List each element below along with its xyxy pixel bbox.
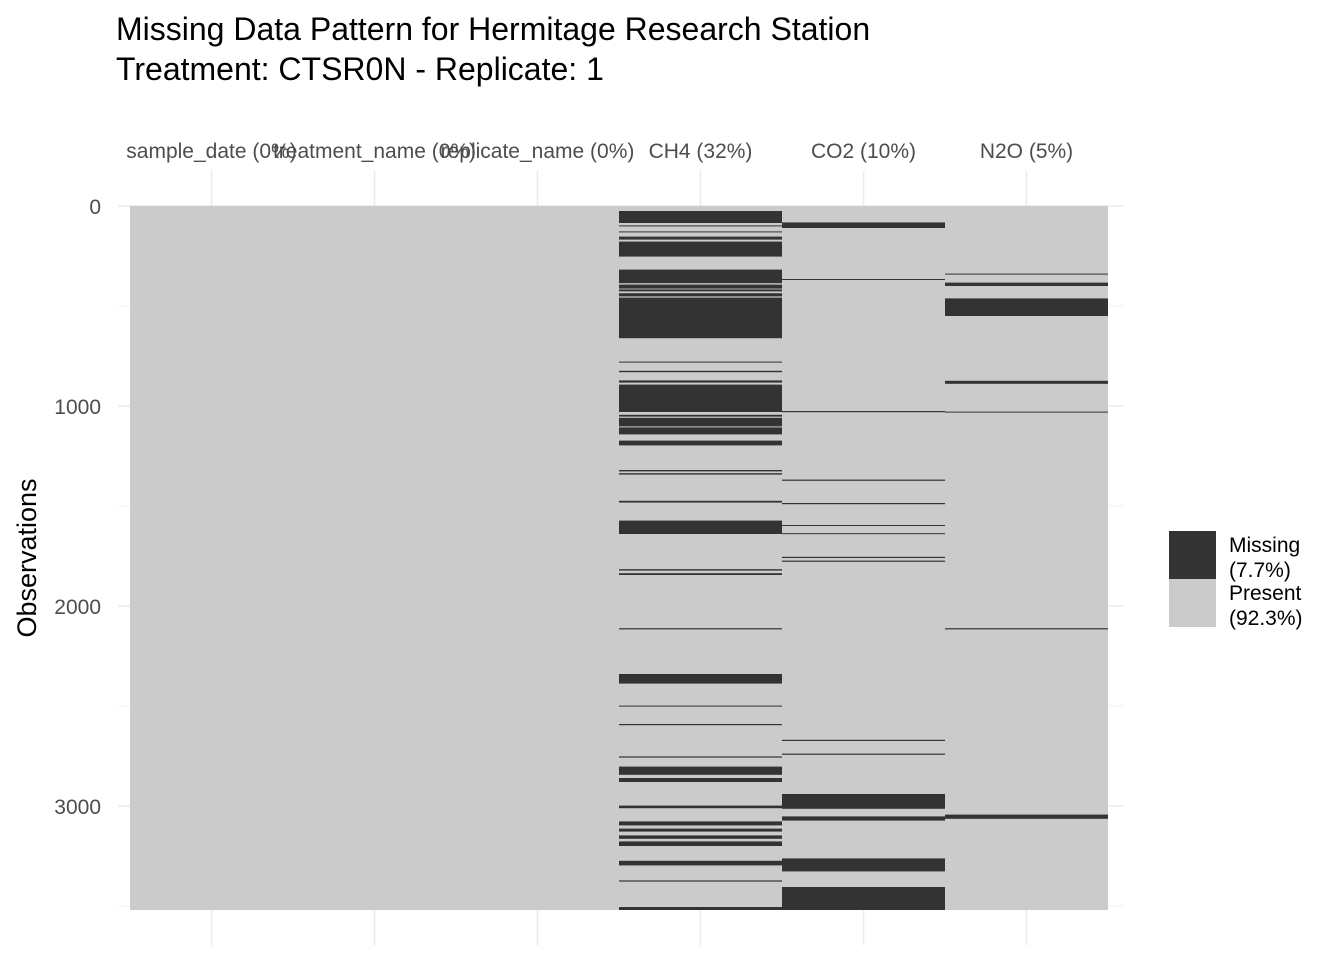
plot-area <box>130 206 1108 910</box>
missing-segment <box>782 887 945 910</box>
missing-segment <box>619 417 782 427</box>
column-label: CH4 (32%) <box>649 140 753 163</box>
present-tile <box>945 206 1108 910</box>
missing-segment <box>619 705 782 707</box>
y-tick-label: 3000 <box>54 796 101 819</box>
missing-segment <box>782 479 945 481</box>
missing-segment <box>619 828 782 832</box>
missing-segment <box>945 411 1108 413</box>
y-tick-label: 0 <box>89 196 101 219</box>
missing-segment <box>619 269 782 284</box>
missing-segment <box>619 440 782 446</box>
missing-segment <box>619 835 782 839</box>
chart-subtitle: Treatment: CTSR0N - Replicate: 1 <box>116 51 604 87</box>
present-tile <box>130 206 293 910</box>
missing-segment <box>619 569 782 571</box>
missing-segment <box>782 794 945 809</box>
column-label: CO2 (10%) <box>811 140 916 163</box>
missing-segment <box>619 384 782 412</box>
missing-segment <box>782 411 945 413</box>
missing-segment <box>619 907 782 910</box>
missing-segment <box>619 236 782 240</box>
missing-segment <box>619 766 782 775</box>
missing-segment <box>782 753 945 755</box>
missing-segment <box>619 241 782 257</box>
missing-segment <box>619 821 782 826</box>
missing-segment <box>619 370 782 373</box>
missing-segment <box>619 289 782 292</box>
column-label: replicate_name (0%) <box>441 140 635 163</box>
missing-segment <box>945 814 1108 819</box>
missing-segment <box>619 778 782 782</box>
legend-label-present: Present (92.3%) <box>1229 582 1303 630</box>
column-label: sample_date (0%) <box>126 140 296 163</box>
missing-segment <box>619 520 782 534</box>
missing-segment <box>619 880 782 882</box>
missing-segment <box>619 380 782 383</box>
missing-segment <box>782 739 945 741</box>
missing-segment <box>619 628 782 630</box>
missing-segment <box>619 284 782 289</box>
missing-segment <box>619 211 782 223</box>
missing-segment <box>619 573 782 575</box>
missing-segment <box>619 473 782 475</box>
legend-key-present <box>1169 579 1216 627</box>
missing-segment <box>619 231 782 233</box>
chart-title: Missing Data Pattern for Hermitage Resea… <box>116 11 871 47</box>
missing-segment <box>945 273 1108 275</box>
missing-segment <box>619 500 782 503</box>
missing-segment <box>945 298 1108 316</box>
y-axis-title: Observations <box>12 478 42 637</box>
missing-segment <box>619 470 782 472</box>
missing-segment <box>619 756 782 758</box>
missing-segment <box>619 674 782 684</box>
legend-key-missing <box>1169 531 1216 579</box>
legend-label-missing: Missing (7.7%) <box>1229 534 1300 582</box>
missing-segment <box>782 222 945 228</box>
missing-segment <box>619 297 782 339</box>
present-tile <box>456 206 619 910</box>
missing-segment <box>945 380 1108 384</box>
missing-segment <box>619 724 782 726</box>
legend: Missing (7.7%)Present (92.3%) <box>1169 531 1303 630</box>
missing-segment <box>945 628 1108 630</box>
missing-segment <box>619 225 782 227</box>
missing-segment <box>782 525 945 526</box>
missing-segment <box>619 841 782 846</box>
column-label: treatment_name (0%) <box>273 140 476 163</box>
column-labels: sample_date (0%)treatment_name (0%)repli… <box>126 140 1073 163</box>
missing-segment <box>619 414 782 417</box>
missing-segment <box>782 503 945 505</box>
present-tile <box>293 206 456 910</box>
missing-segment <box>782 816 945 821</box>
missing-segment <box>945 282 1108 286</box>
missing-segment <box>619 293 782 297</box>
missing-segment <box>782 556 945 558</box>
missing-segment <box>782 279 945 280</box>
missing-segment <box>782 560 945 562</box>
y-tick-label: 2000 <box>54 596 101 619</box>
missing-segment <box>619 860 782 866</box>
y-tick-label: 1000 <box>54 396 101 419</box>
missing-segment <box>619 805 782 809</box>
y-axis: 0 1000 2000 3000 <box>54 196 101 819</box>
missing-segment <box>782 533 945 535</box>
missing-segment <box>619 427 782 435</box>
column-label: N2O (5%) <box>980 140 1073 163</box>
missing-segment <box>619 361 782 363</box>
missing-segment <box>782 858 945 872</box>
